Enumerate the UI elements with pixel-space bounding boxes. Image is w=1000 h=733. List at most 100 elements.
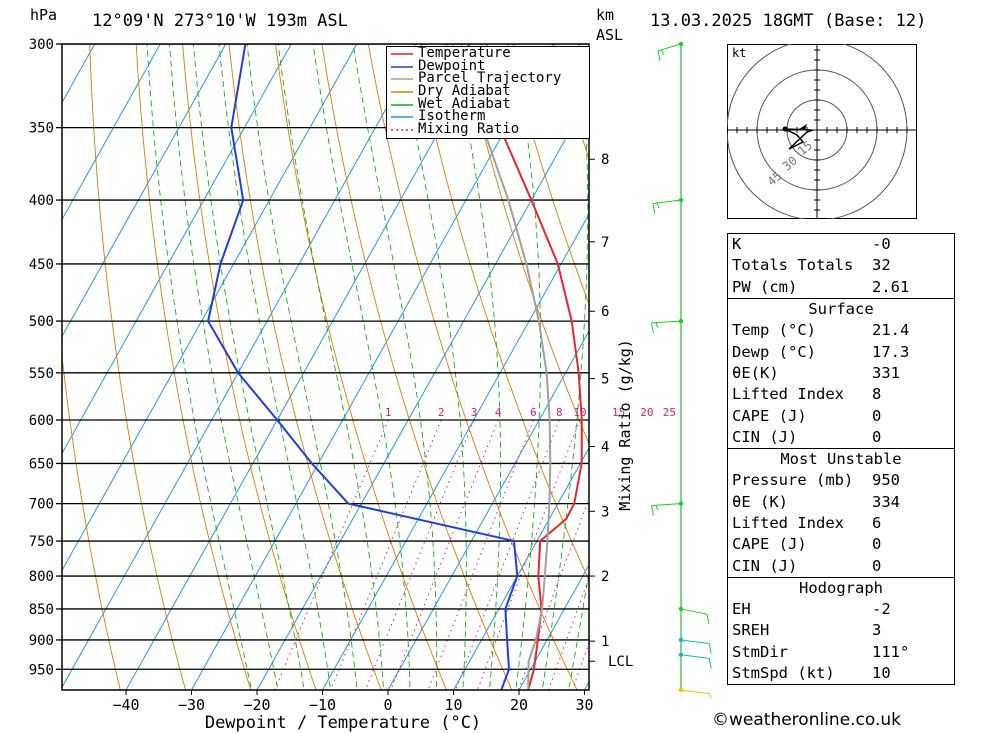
index-label: Temp (°C) xyxy=(732,321,816,340)
height-tick-label: 4 xyxy=(601,439,609,455)
isotherm-line xyxy=(518,563,589,690)
isotherm-line xyxy=(321,213,589,690)
wet-adiabat-line xyxy=(146,44,253,690)
index-value: -0 xyxy=(872,235,891,254)
mixing-ratio-label: 20 xyxy=(640,406,653,419)
index-label: Totals Totals xyxy=(732,256,854,275)
pressure-tick-label: 650 xyxy=(29,456,54,472)
legend-entry: Dry Adiabat xyxy=(387,83,589,100)
legend-entry-label: Dewpoint xyxy=(418,57,486,74)
index-value: -2 xyxy=(872,600,891,619)
dry-adiabat-line xyxy=(460,44,589,445)
index-label: CIN (J) xyxy=(732,427,798,446)
dewpoint-profile xyxy=(207,44,519,690)
wet-adiabat-line xyxy=(169,44,279,690)
index-label: θE(K) xyxy=(732,363,779,382)
index-label: Lifted Index xyxy=(732,385,844,404)
indices-row: CIN (J) 0 xyxy=(728,555,955,577)
isotherm-line xyxy=(62,44,358,572)
index-label: Pressure (mb) xyxy=(732,471,854,490)
pressure-tick-label: 300 xyxy=(29,37,54,53)
isotherm-line xyxy=(0,7,50,698)
wind-barb-feather xyxy=(708,643,712,654)
legend: Temperature Dewpoint Parcel Trajectory Dry … xyxy=(386,46,590,139)
dry-adiabat-line xyxy=(367,44,578,690)
index-value: 6 xyxy=(872,514,882,532)
pressure-tick-label: 400 xyxy=(29,193,54,209)
wet-adiabat-line xyxy=(541,44,589,690)
station-location: 12°09'N 273°10'W 193m ASL xyxy=(92,11,348,31)
mixing-ratio-line xyxy=(390,419,499,690)
indices-row: PW (cm) 2.61 xyxy=(728,277,955,299)
wind-barb-feather xyxy=(650,505,654,516)
wind-barb xyxy=(650,318,684,334)
mixing-ratio-line xyxy=(274,419,389,690)
legend-entry-label: Temperature xyxy=(418,45,511,61)
index-value: 0 xyxy=(872,427,882,446)
indices-row: Totals Totals 32 xyxy=(728,255,955,276)
mixing-ratio-label: 2 xyxy=(438,406,445,419)
temperature-tick-label: 10 xyxy=(444,696,462,714)
height-tick-label: 8 xyxy=(601,152,609,168)
wind-barb-shaft xyxy=(680,639,710,645)
legend-entry-label: Dry Adiabat xyxy=(418,83,511,100)
indices-table: K -0 Totals Totals 32 PW (cm) 2.61 Surface Tem… xyxy=(727,233,955,685)
index-value: 950 xyxy=(872,471,900,490)
pressure-tick-label: 800 xyxy=(29,569,54,585)
pressure-tick-label: 850 xyxy=(29,602,54,618)
indices-hodograph-section: Hodograph EH -2 SREH 3 StmDir 111° StmSpd (kt) 1… xyxy=(727,577,955,685)
index-label: CAPE (J) xyxy=(732,535,807,554)
indices-most-unstable-section: Most Unstable Pressure (mb) 950 θE (K) 334 Li… xyxy=(727,448,955,578)
height-tick-label: 6 xyxy=(601,304,609,320)
height-unit-asl-label: ASL xyxy=(596,26,624,44)
wind-barb-shaft xyxy=(680,608,708,615)
wind-barb xyxy=(650,501,684,516)
pressure-tick-label: 450 xyxy=(29,257,54,273)
index-label: StmSpd (kt) xyxy=(732,664,835,683)
pressure-tick-label: 950 xyxy=(29,662,54,678)
pressure-tick-label: 900 xyxy=(29,633,54,649)
height-tick-label: 7 xyxy=(601,235,609,251)
index-value: 334 xyxy=(872,492,900,511)
wind-barb-feather xyxy=(655,504,659,511)
wet-adiabat-line xyxy=(218,44,332,690)
legend-entry: Wet Adiabat xyxy=(387,97,589,111)
temperature-tick-label: −30 xyxy=(178,696,205,714)
isotherm-line xyxy=(62,44,227,338)
legend-entry-label: Mixing Ratio xyxy=(418,121,520,138)
wind-barb-shaft xyxy=(680,654,710,659)
index-label: K xyxy=(732,235,742,254)
legend-entry: Isotherm xyxy=(387,110,589,123)
wind-barb-feather xyxy=(661,49,664,55)
indices-surface-section: Surface Temp (°C) 21.4 Dewp (°C) 17.3 θE(K) 33… xyxy=(727,298,955,449)
plot-frame xyxy=(61,43,590,691)
pressure-tick-label: 350 xyxy=(29,121,54,137)
index-label: CAPE (J) xyxy=(732,406,807,425)
pressure-unit-label: hPa xyxy=(30,6,58,24)
indices-row: θE (K) 334 xyxy=(728,492,955,513)
index-label: StmDir xyxy=(732,642,788,661)
temperature-tick-label: 0 xyxy=(383,696,392,714)
indices-row: Lifted Index 8 xyxy=(728,384,955,405)
indices-row: CAPE (J) 0 xyxy=(728,534,955,555)
mixing-ratio-label: 4 xyxy=(495,406,502,419)
wind-barb-feather xyxy=(655,322,659,328)
pressure-tick-label: 500 xyxy=(29,314,54,330)
index-value: 0 xyxy=(872,535,882,554)
index-label: CIN (J) xyxy=(732,556,798,575)
wet-adiabat-line xyxy=(246,44,358,690)
height-tick-label: 5 xyxy=(601,372,609,388)
indices-section-title: Hodograph xyxy=(799,578,883,597)
indices-row: CAPE (J) 0 xyxy=(728,405,955,426)
indices-row: K -0 xyxy=(728,234,955,256)
mixing-ratio-line xyxy=(454,419,560,690)
isotherm-line xyxy=(62,44,292,455)
temperature-tick-label: 20 xyxy=(510,696,528,714)
index-label: θE (K) xyxy=(732,492,788,511)
wind-barb-dot xyxy=(678,318,684,324)
temperature-tick-label: 30 xyxy=(575,696,593,714)
temperature-tick-label: −10 xyxy=(309,696,336,714)
indices-row: CIN (J) 0 xyxy=(728,427,955,449)
indices-row: StmSpd (kt) 10 xyxy=(728,663,955,685)
